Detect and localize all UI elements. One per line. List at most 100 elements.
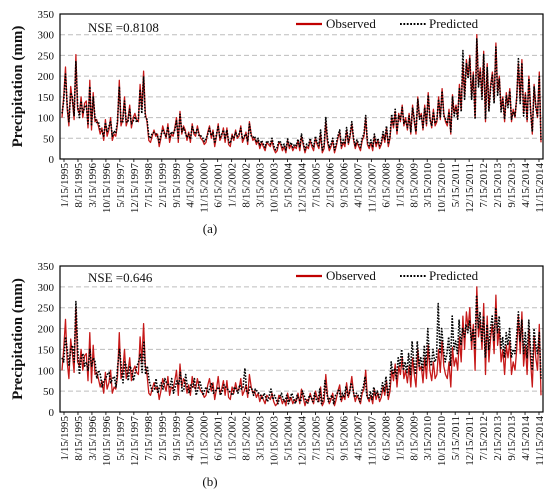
y-tick-label: 250	[38, 303, 55, 315]
y-tick-label: 200	[38, 324, 55, 336]
series-predicted-line	[61, 294, 542, 405]
x-tick-label: 7/15/2005	[310, 416, 322, 461]
x-tick-label: 1/15/1995	[59, 416, 71, 461]
x-tick-label: 2/15/2006	[324, 163, 336, 208]
x-tick-label: 4/15/2007	[352, 416, 364, 461]
y-axis-label: Precipitation (mm)	[10, 278, 26, 400]
x-tick-label: 10/15/1996	[101, 416, 113, 467]
x-tick-label: 4/15/2000	[185, 416, 197, 461]
x-tick-label: 4/15/2000	[185, 163, 197, 208]
x-tick-label: 12/15/2011	[464, 163, 476, 213]
y-tick-label: 350	[38, 261, 55, 273]
x-tick-label: 3/15/2003	[255, 163, 267, 208]
y-tick-label: 300	[38, 30, 55, 42]
y-tick-label: 350	[38, 9, 55, 21]
x-tick-label: 9/15/2013	[506, 416, 518, 461]
legend-predicted-label: Predicted	[429, 16, 479, 31]
x-tick-label: 10/15/2003	[269, 163, 281, 214]
x-tick-label: 5/15/2011	[450, 416, 462, 460]
legend: Observed Predicted	[296, 16, 479, 31]
x-tick-label: 1/15/2009	[394, 163, 406, 208]
x-tick-label: 2/15/1999	[157, 416, 169, 461]
x-tick-label: 1/15/1995	[59, 163, 71, 208]
x-tick-label: 12/15/2004	[297, 416, 309, 467]
x-tick-label: 12/15/1997	[129, 163, 141, 214]
x-tick-label: 11/15/2014	[534, 163, 546, 213]
x-tick-label: 1/15/2002	[227, 163, 239, 208]
y-tick-label: 100	[38, 113, 55, 125]
x-tick-label: 12/15/1997	[129, 416, 141, 467]
y-tick-label: 100	[38, 365, 55, 377]
nse-annotation: NSE =0.8108	[88, 20, 159, 35]
x-tick-label: 1/15/2009	[394, 416, 406, 461]
x-tick-label: 4/15/2014	[520, 416, 532, 461]
x-tick-label: 2/15/2006	[324, 416, 336, 461]
x-tick-label: 4/15/2014	[520, 163, 532, 208]
x-tick-label: 7/15/2005	[310, 163, 322, 208]
panel-label-b: (b)	[202, 474, 217, 489]
x-tick-label: 5/15/2011	[450, 163, 462, 207]
y-tick-label: 50	[43, 133, 55, 145]
y-tick-label: 0	[49, 407, 55, 419]
x-tick-label: 8/15/2002	[241, 163, 253, 208]
panel-label-a: (a)	[203, 221, 217, 236]
x-tick-label: 5/15/2004	[283, 416, 295, 461]
x-tick-label: 8/15/2009	[408, 416, 420, 461]
x-tick-label: 8/15/1995	[73, 163, 85, 208]
nse-annotation: NSE =0.646	[88, 270, 153, 285]
x-tick-label: 6/15/2001	[213, 416, 225, 461]
x-tick-label: 7/15/2012	[478, 416, 490, 461]
x-tick-label: 5/15/2004	[283, 163, 295, 208]
x-tick-label: 9/15/2006	[338, 163, 350, 208]
x-tick-label: 10/15/2010	[436, 416, 448, 467]
legend-predicted-label: Predicted	[429, 268, 479, 283]
x-tick-label: 11/15/2014	[534, 416, 546, 466]
x-tick-label: 1/15/2002	[227, 416, 239, 461]
x-tick-label: 8/15/2009	[408, 163, 420, 208]
x-tick-label: 12/15/2004	[297, 163, 309, 214]
x-tick-label: 5/15/1997	[115, 416, 127, 461]
x-tick-label: 6/15/2008	[380, 416, 392, 461]
x-tick-label: 5/15/1997	[115, 163, 127, 208]
legend: Observed Predicted	[296, 268, 479, 283]
x-tick-label: 11/15/2000	[199, 416, 211, 466]
x-tick-label: 9/15/1999	[171, 163, 183, 208]
chart-panel-a: 0 50 100 150 200 250 300 350 Precipitation (mm) 1…	[10, 9, 546, 213]
x-tick-label: 7/15/1998	[143, 416, 155, 461]
legend-observed-label: Observed	[326, 16, 376, 31]
x-tick-label: 10/15/2010	[436, 163, 448, 214]
x-tick-label: 8/15/2002	[241, 416, 253, 461]
x-tick-label: 9/15/2013	[506, 163, 518, 208]
x-tick-label: 2/15/2013	[492, 163, 504, 208]
x-tick-label: 6/15/2008	[380, 163, 392, 208]
x-tick-label: 7/15/1998	[143, 163, 155, 208]
x-tick-label: 6/15/2001	[213, 163, 225, 208]
x-tick-label: 3/15/1996	[87, 163, 99, 208]
x-tick-label: 2/15/2013	[492, 416, 504, 461]
x-tick-label: 2/15/1999	[157, 163, 169, 208]
y-tick-label: 300	[38, 282, 55, 294]
y-tick-label: 0	[49, 154, 55, 166]
x-tick-label: 8/15/1995	[73, 416, 85, 461]
x-tick-label: 9/15/2006	[338, 416, 350, 461]
x-tick-label: 11/15/2007	[366, 416, 378, 466]
y-tick-label: 150	[38, 92, 55, 104]
legend-observed-label: Observed	[326, 268, 376, 283]
x-tick-label: 12/15/2011	[464, 416, 476, 466]
y-axis-label: Precipitation (mm)	[10, 26, 26, 148]
x-tick-label: 9/15/1999	[171, 416, 183, 461]
y-tick-label: 50	[43, 386, 55, 398]
x-tick-label: 7/15/2012	[478, 163, 490, 208]
y-tick-label: 250	[38, 50, 55, 62]
x-tick-label: 3/15/2010	[422, 416, 434, 461]
x-tick-label: 10/15/1996	[101, 163, 113, 214]
y-tick-label: 200	[38, 71, 55, 83]
x-tick-label: 11/15/2000	[199, 163, 211, 213]
x-tick-label: 3/15/2010	[422, 163, 434, 208]
x-tick-label: 3/15/1996	[87, 416, 99, 461]
chart-panel-b: 0 50 100 150 200 250 300 350 Precipitation (mm) 1…	[10, 261, 546, 466]
series-predicted-line	[61, 38, 542, 151]
x-tick-label: 3/15/2003	[255, 416, 267, 461]
x-tick-label: 10/15/2003	[269, 416, 281, 467]
